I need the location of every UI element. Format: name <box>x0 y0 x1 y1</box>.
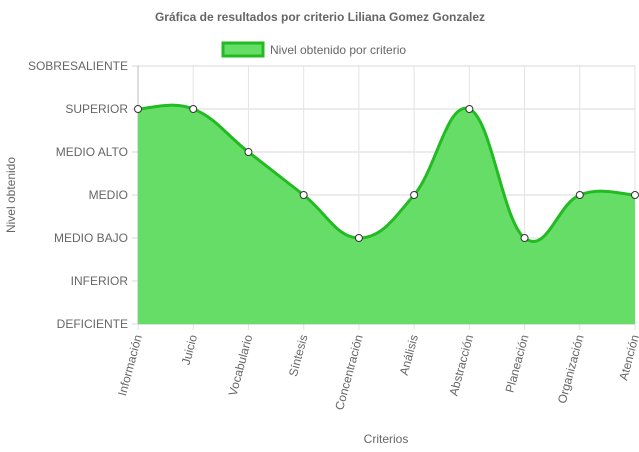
data-point-0[interactable] <box>134 105 142 113</box>
x-tick-label: Atención <box>616 333 639 382</box>
y-tick-label: MEDIO ALTO <box>56 145 128 159</box>
data-point-4[interactable] <box>354 234 363 242</box>
data-point-3[interactable] <box>299 191 308 199</box>
y-tick-label: MEDIO BAJO <box>54 231 128 245</box>
legend[interactable]: Nivel obtenido por criterio <box>221 41 406 58</box>
x-tick-label: Concentración <box>332 333 366 411</box>
data-point-5[interactable] <box>410 191 419 199</box>
legend-label: Nivel obtenido por criterio <box>270 43 406 57</box>
x-tick-label: Abstracción <box>446 333 476 397</box>
x-axis-ticks: Información Juicio Vocabulario Síntesis Conc… <box>115 333 639 412</box>
y-tick-label: SOBRESALIENTE <box>28 59 128 73</box>
legend-swatch <box>221 41 265 58</box>
y-tick-label: DEFICIENTE <box>57 317 128 331</box>
x-tick-label: Planeación <box>503 333 532 394</box>
data-points <box>134 105 639 242</box>
y-axis-title: Nivel obtenido <box>4 157 18 233</box>
y-tick-label: MEDIO <box>89 188 128 202</box>
y-tick-label: SUPERIOR <box>65 102 128 116</box>
data-point-6[interactable] <box>465 105 474 113</box>
data-point-9[interactable] <box>631 191 639 199</box>
series-area <box>137 103 636 324</box>
x-tick-label: Información <box>115 333 145 397</box>
y-axis-ticks: DEFICIENTE INFERIOR MEDIO BAJO MEDIO MEDIO A… <box>28 59 128 331</box>
y-tick-label: INFERIOR <box>71 274 129 288</box>
data-point-2[interactable] <box>244 148 253 156</box>
chart-title: Gráfica de resultados por criterio Lilia… <box>155 10 485 24</box>
x-axis-title: Criterios <box>364 432 409 446</box>
data-point-1[interactable] <box>189 105 198 113</box>
data-point-8[interactable] <box>575 191 584 199</box>
x-tick-label: Vocabulario <box>226 333 256 398</box>
data-point-7[interactable] <box>520 234 529 242</box>
x-tick-label: Juicio <box>179 333 201 367</box>
x-tick-label: Organización <box>555 333 587 405</box>
series-fill <box>138 105 635 324</box>
x-tick-label: Análisis <box>397 333 421 377</box>
x-tick-label: Síntesis <box>286 333 311 378</box>
